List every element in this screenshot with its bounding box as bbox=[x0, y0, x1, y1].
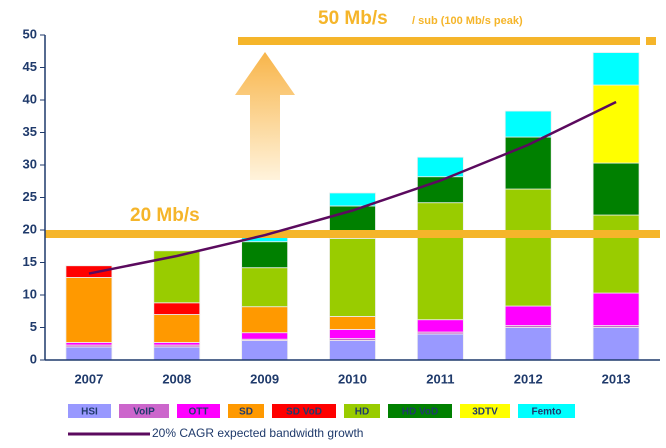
bar-segment bbox=[65, 346, 113, 361]
bar-segment bbox=[153, 302, 201, 315]
bar-segment bbox=[416, 319, 464, 333]
bar-segment bbox=[329, 329, 376, 339]
cagr-line bbox=[88, 100, 617, 275]
annotation: 20 Mb/s bbox=[130, 205, 200, 226]
threshold-band bbox=[45, 230, 660, 238]
legend-swatch bbox=[177, 404, 220, 418]
target-band-end bbox=[646, 37, 656, 45]
bar-segment bbox=[504, 305, 552, 326]
bar-segment bbox=[329, 238, 376, 317]
bar-segment bbox=[65, 277, 113, 343]
bar-segment bbox=[592, 162, 640, 216]
y-tick-label: 15 bbox=[23, 254, 37, 269]
x-tick-label: 2009 bbox=[250, 371, 279, 386]
legend-label: 20% CAGR expected bandwidth growth bbox=[152, 426, 363, 440]
x-tick-label: 2013 bbox=[602, 371, 631, 386]
bar-segment bbox=[592, 84, 640, 164]
legend-label: HSI bbox=[81, 407, 98, 418]
legend-swatch bbox=[460, 404, 510, 418]
x-tick-label: 2007 bbox=[74, 371, 103, 386]
legend-label: Femto bbox=[532, 407, 562, 418]
up-arrow bbox=[235, 52, 295, 180]
y-tick-label: 40 bbox=[23, 91, 37, 106]
bar-segment bbox=[504, 110, 552, 138]
annotation: / sub (100 Mb/s peak) bbox=[412, 15, 523, 27]
bar-segment bbox=[241, 306, 289, 334]
y-tick-label: 45 bbox=[23, 59, 37, 74]
legend-swatch bbox=[272, 404, 336, 418]
bar-segment bbox=[416, 333, 464, 361]
bar-segment bbox=[329, 316, 376, 330]
legend-label: HD bbox=[355, 407, 369, 418]
legend-label: 3DTV bbox=[472, 407, 498, 418]
bar-segment bbox=[241, 332, 289, 340]
legend-label: SD bbox=[239, 407, 253, 418]
bar-segment bbox=[592, 327, 640, 361]
y-tick-label: 35 bbox=[23, 124, 37, 139]
bar-segment bbox=[153, 314, 201, 343]
bar-segment bbox=[329, 192, 376, 207]
x-tick-label: 2012 bbox=[514, 371, 543, 386]
annotation: 50 Mb/s bbox=[318, 8, 388, 29]
bar-segment bbox=[592, 214, 640, 294]
legend-label: SD VoD bbox=[286, 407, 322, 418]
bar-segment bbox=[329, 340, 376, 361]
target-band bbox=[238, 37, 640, 45]
bar-segment bbox=[416, 156, 464, 178]
x-tick-label: 2011 bbox=[426, 371, 454, 386]
bar-segment bbox=[416, 202, 464, 321]
legend-swatch bbox=[388, 404, 452, 418]
bar-segment bbox=[153, 346, 201, 361]
legend-swatch bbox=[68, 404, 111, 418]
bar-segment bbox=[241, 241, 289, 269]
y-tick-label: 0 bbox=[30, 351, 37, 366]
y-tick-label: 30 bbox=[23, 156, 37, 171]
bar-segment bbox=[241, 267, 289, 308]
bars bbox=[65, 52, 640, 361]
legend-label: OTT bbox=[189, 407, 209, 418]
bar-segment bbox=[241, 340, 289, 361]
bar-segment bbox=[504, 327, 552, 361]
bar-segment bbox=[592, 292, 640, 326]
legend-swatch bbox=[119, 404, 169, 418]
y-tick-label: 25 bbox=[23, 189, 37, 204]
bar-segment bbox=[65, 265, 113, 278]
legend-swatch bbox=[518, 404, 575, 418]
legend-label: HD VoD bbox=[402, 407, 438, 418]
y-tick-label: 10 bbox=[23, 286, 37, 301]
bar-segment bbox=[504, 188, 552, 307]
y-tick-label: 20 bbox=[23, 221, 37, 236]
y-tick-label: 50 bbox=[23, 26, 37, 41]
x-tick-label: 2008 bbox=[162, 371, 191, 386]
x-tick-label: 2010 bbox=[338, 371, 367, 386]
legend-swatch bbox=[228, 404, 264, 418]
legend-label: VoIP bbox=[133, 407, 155, 418]
legend-swatch bbox=[344, 404, 380, 418]
bar-segment bbox=[592, 52, 640, 86]
y-tick-label: 5 bbox=[30, 319, 37, 334]
